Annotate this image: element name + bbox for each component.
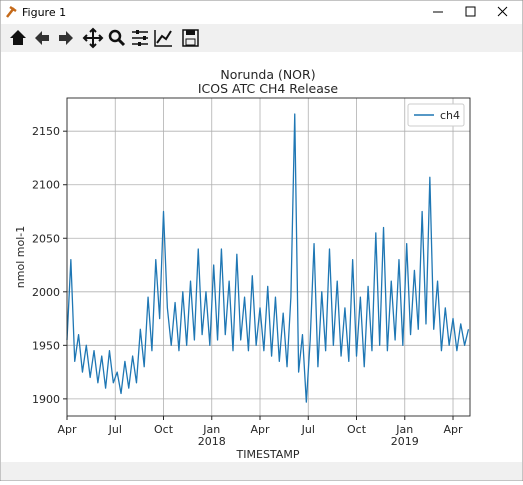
zoom-button[interactable] — [108, 29, 126, 47]
home-button[interactable] — [10, 30, 26, 45]
x-tick-label: Oct — [154, 423, 174, 436]
data-line — [66, 113, 470, 403]
close-button[interactable] — [497, 6, 508, 17]
save-button[interactable] — [182, 29, 199, 47]
legend: ch4 — [407, 103, 465, 127]
y-tick-label: 2000 — [32, 286, 60, 299]
legend-box — [407, 103, 465, 127]
x-tick-label: Apr — [443, 423, 463, 436]
x-tick-label: Jan — [202, 423, 220, 436]
y-tick-label: 2100 — [32, 179, 60, 192]
maximize-button[interactable] — [465, 6, 476, 17]
x-tick-label: Jul — [108, 423, 122, 436]
chart-subtitle: ICOS ATC CH4 Release — [198, 81, 339, 96]
forward-button[interactable] — [59, 31, 73, 45]
y-tick-label: 2150 — [32, 125, 60, 138]
x-year-label: 2019 — [391, 435, 419, 448]
y-tick-label: 1900 — [32, 393, 60, 406]
x-year-label: 2018 — [198, 435, 226, 448]
back-button[interactable] — [35, 31, 49, 45]
legend-label: ch4 — [440, 109, 460, 122]
app-icon — [6, 5, 17, 18]
y-tick-label: 1950 — [32, 339, 60, 352]
x-tick-label: Jul — [301, 423, 315, 436]
x-tick-label: Apr — [57, 423, 77, 436]
toolbar — [1, 24, 522, 52]
plot-frame — [66, 97, 471, 417]
y-axis-label: nmol mol-1 — [14, 226, 27, 288]
chart: Norunda (NOR) ICOS ATC CH4 Release TIMES… — [14, 67, 471, 461]
x-axis-label: TIMESTAMP — [236, 448, 300, 461]
pan-button[interactable] — [82, 27, 104, 49]
status-bar — [1, 462, 522, 480]
title-bar — [1, 1, 522, 24]
x-tick-label: Jan — [395, 423, 413, 436]
y-tick-label: 2050 — [32, 232, 60, 245]
plot-area — [67, 98, 470, 416]
x-tick-label: Apr — [250, 423, 270, 436]
edit-axis-button[interactable] — [154, 30, 172, 47]
x-tick-label: Oct — [347, 423, 367, 436]
configure-button[interactable] — [132, 30, 148, 46]
window-title: Figure 1 — [22, 6, 66, 19]
chart-title: Norunda (NOR) — [220, 67, 315, 82]
